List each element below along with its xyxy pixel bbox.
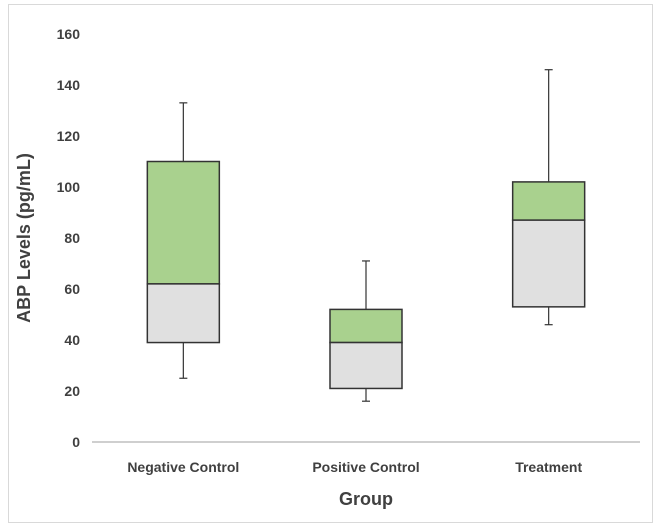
lower-box [329,341,403,390]
box-positive-control [329,260,403,402]
y-tick-label: 140 [57,77,81,93]
upper-box [329,308,403,344]
box-negative-control [146,102,221,379]
x-axis-title: Group [339,489,393,509]
box-treatment [511,69,586,326]
x-category-label: Positive Control [312,459,419,475]
upper-box [146,160,221,285]
x-category-label: Negative Control [127,459,239,475]
y-tick-label: 20 [64,383,80,399]
y-tick-label: 0 [72,434,80,450]
lower-box [146,283,221,344]
y-tick-label: 60 [64,281,80,297]
y-axis-ticks: 0 20 40 60 80 100 120 140 160 [57,26,81,450]
y-tick-label: 120 [57,128,81,144]
y-tick-label: 80 [64,230,80,246]
x-axis-categories: Negative Control Positive Control Treatmen… [127,459,582,475]
y-tick-label: 100 [57,179,81,195]
x-category-label: Treatment [515,459,582,475]
y-axis-title: ABP Levels (pg/mL) [14,153,34,323]
lower-box [511,219,586,308]
y-tick-label: 40 [64,332,80,348]
y-tick-label: 160 [57,26,81,42]
upper-box [511,181,586,221]
box-series [146,69,586,402]
